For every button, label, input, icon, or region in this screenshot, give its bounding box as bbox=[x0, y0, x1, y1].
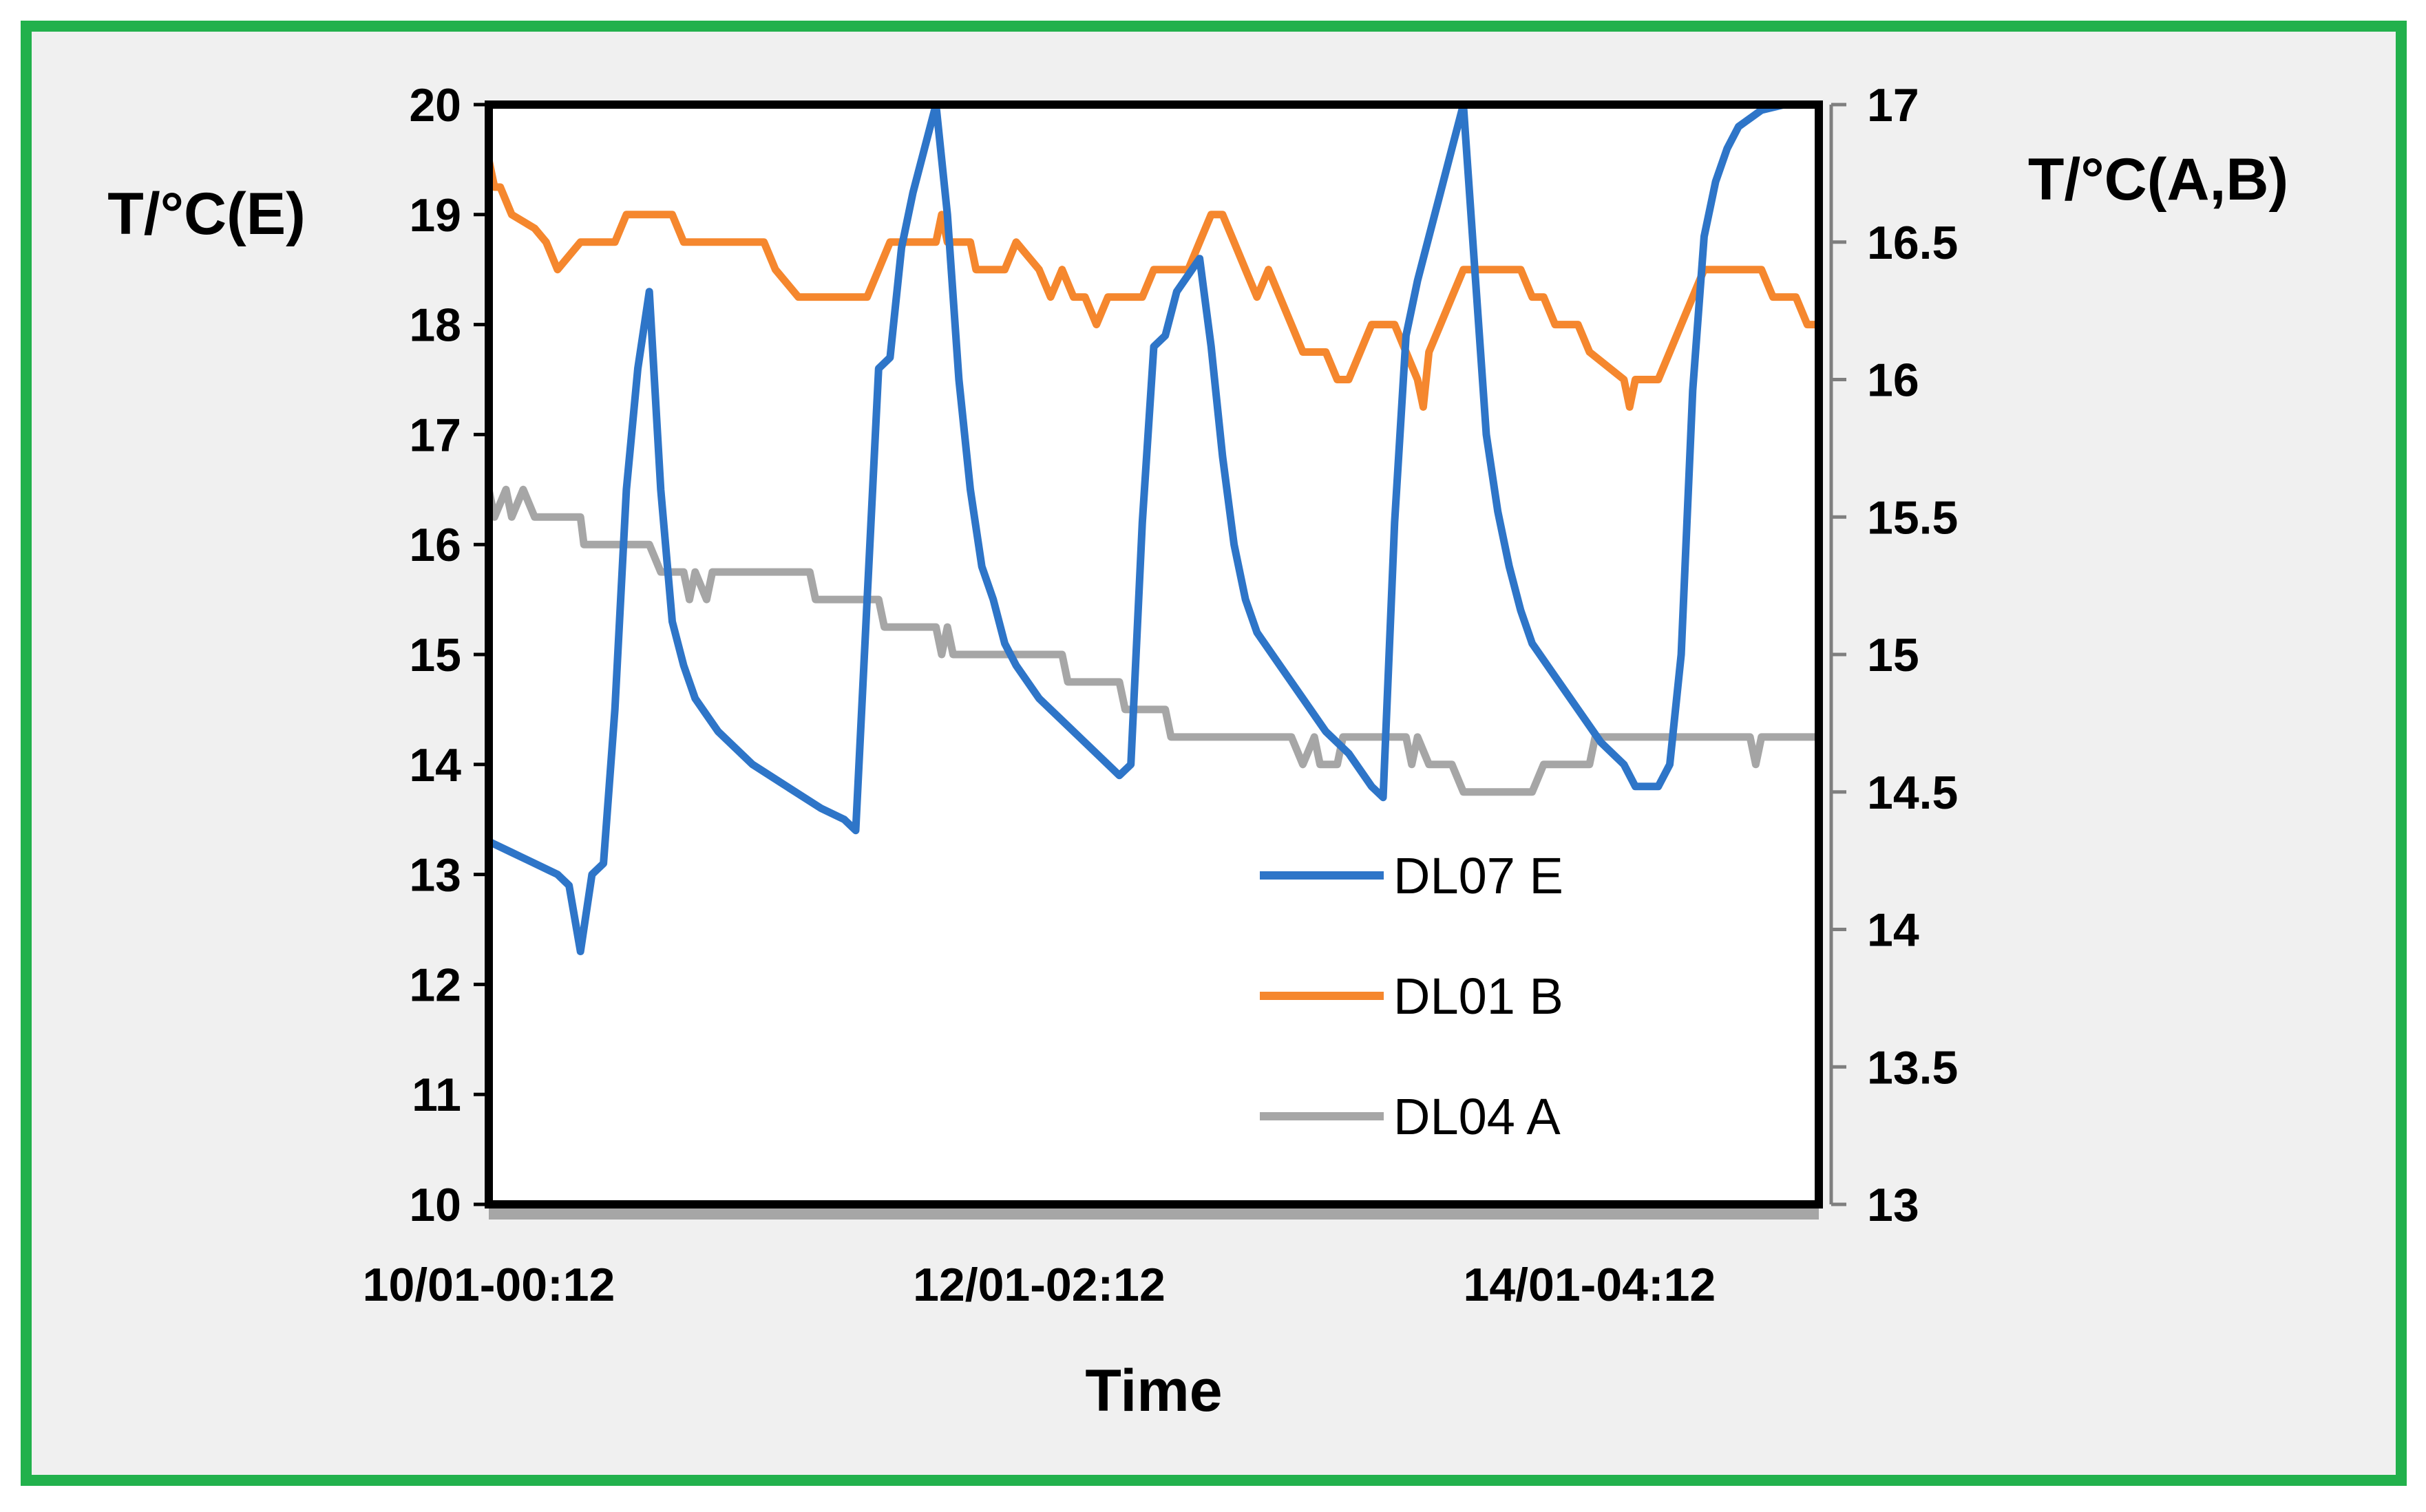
left-y-tick-label: 10 bbox=[409, 1179, 461, 1231]
right-y-tick-label: 13.5 bbox=[1867, 1041, 1958, 1094]
right-y-axis: 13 13.5 14 14.5 15 15.5 16 16.5 17 bbox=[1829, 79, 1958, 1231]
left-y-tick-label: 13 bbox=[409, 849, 461, 902]
right-y-tick-label: 15 bbox=[1867, 629, 1919, 681]
series-line-dl04-a bbox=[485, 485, 1823, 796]
left-y-tick-label: 19 bbox=[409, 189, 461, 242]
legend-label: DL07 E bbox=[1393, 847, 1563, 904]
left-y-axis: 10 11 12 13 14 15 16 17 18 19 20 bbox=[409, 79, 489, 1231]
plot-area bbox=[489, 105, 1819, 1204]
legend-label: DL04 A bbox=[1393, 1088, 1561, 1145]
right-y-tick-label: 14 bbox=[1867, 904, 1919, 957]
left-y-tick-label: 11 bbox=[412, 1069, 461, 1121]
series-line-dl01-b bbox=[485, 156, 1823, 411]
right-y-tick-label: 14.5 bbox=[1867, 767, 1958, 819]
series-line-dl07-e bbox=[485, 100, 1823, 955]
right-y-tick-label: 17 bbox=[1867, 79, 1919, 131]
left-y-tick-label: 17 bbox=[409, 409, 461, 461]
left-y-tick-label: 14 bbox=[409, 739, 461, 791]
right-y-tick-label: 16.5 bbox=[1867, 217, 1958, 269]
legend: DL07 E DL01 B DL04 A bbox=[1260, 847, 1563, 1145]
left-y-tick-label: 18 bbox=[409, 299, 461, 352]
x-tick-label: 10/01-00:12 bbox=[363, 1259, 615, 1311]
left-y-tick-label: 16 bbox=[409, 519, 461, 571]
left-y-tick-label: 20 bbox=[409, 79, 461, 131]
right-y-axis-title: T/°C(A,B) bbox=[2028, 147, 2288, 213]
legend-label: DL01 B bbox=[1393, 968, 1563, 1025]
x-tick-label: 14/01-04:12 bbox=[1464, 1259, 1716, 1311]
left-y-tick-label: 15 bbox=[409, 629, 461, 681]
x-axis-title: Time bbox=[1085, 1358, 1222, 1424]
series-layer bbox=[485, 100, 1823, 955]
x-tick-label: 12/01-02:12 bbox=[913, 1259, 1165, 1311]
left-y-tick-label: 12 bbox=[409, 959, 461, 1011]
right-y-tick-label: 16 bbox=[1867, 354, 1919, 407]
left-y-axis-title: T/°C(E) bbox=[107, 181, 306, 247]
x-axis: 10/01-00:12 12/01-02:12 14/01-04:12 bbox=[363, 1208, 1819, 1311]
right-y-tick-label: 15.5 bbox=[1867, 491, 1958, 544]
right-y-tick-label: 13 bbox=[1867, 1179, 1919, 1231]
